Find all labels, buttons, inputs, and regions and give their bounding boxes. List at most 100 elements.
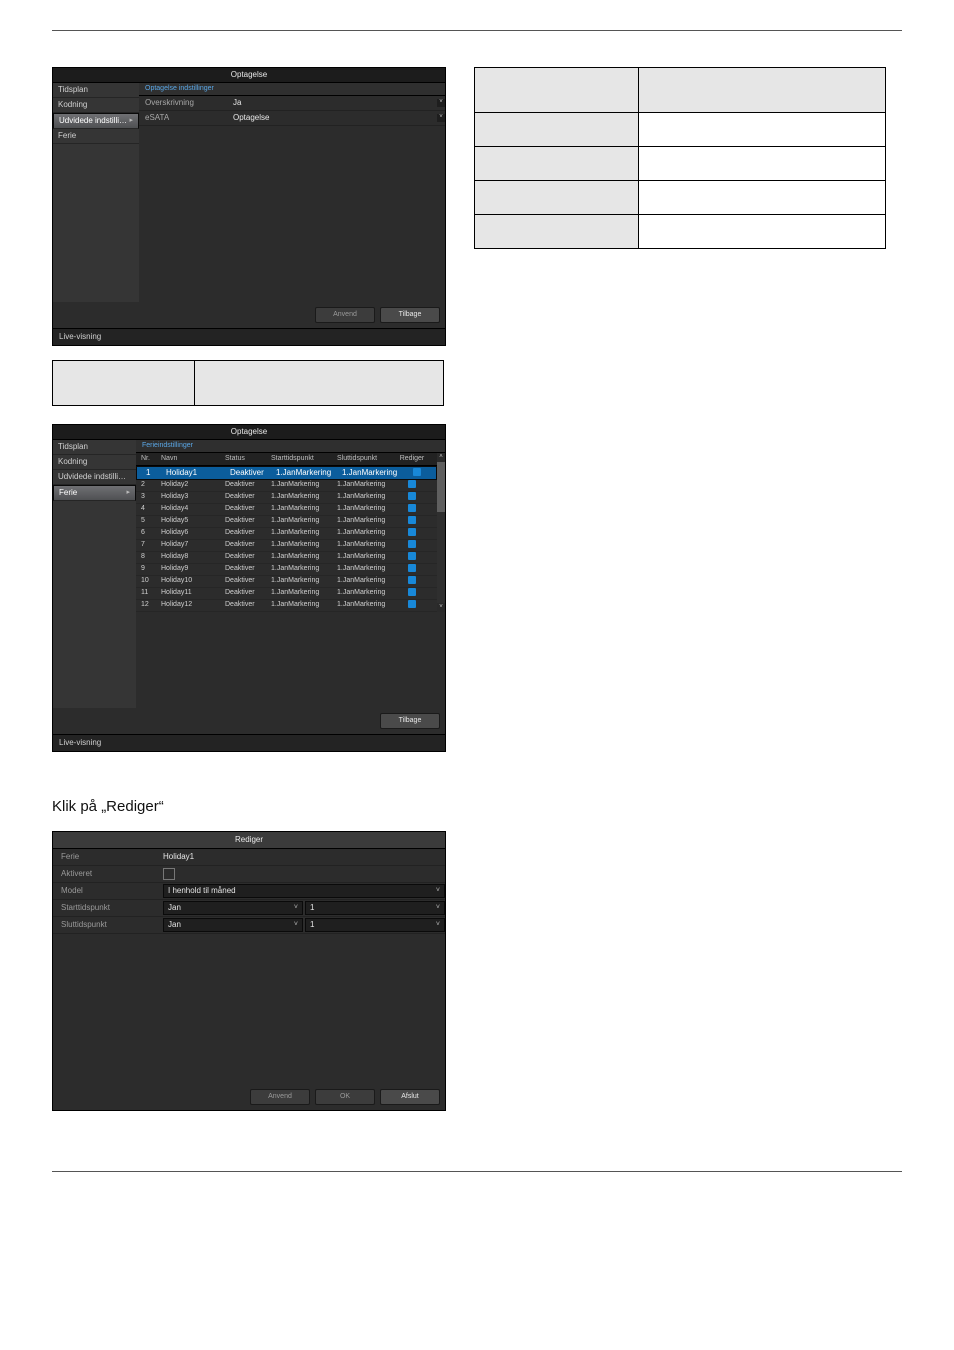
table-row[interactable]: 9Holiday9Deaktiver1.JanMarkering1.JanMar… bbox=[136, 564, 437, 576]
sidebar-item[interactable]: Kodning bbox=[53, 455, 136, 470]
cell-start: 1.JanMarkering bbox=[276, 468, 342, 478]
cell-edit[interactable] bbox=[397, 480, 427, 492]
col-end: Sluttidspunkt bbox=[337, 455, 397, 464]
tab-bar: Optagelse indstillinger bbox=[139, 83, 445, 96]
table-row[interactable]: 11Holiday11Deaktiver1.JanMarkering1.JanM… bbox=[136, 588, 437, 600]
table-row[interactable]: 7Holiday7Deaktiver1.JanMarkering1.JanMar… bbox=[136, 540, 437, 552]
cell-status: Deaktiver bbox=[225, 517, 271, 526]
table-row[interactable]: 4Holiday4Deaktiver1.JanMarkering1.JanMar… bbox=[136, 504, 437, 516]
caption-click-edit: Klik på „Rediger“ bbox=[52, 798, 902, 815]
table-cell bbox=[638, 113, 885, 147]
sidebar-item[interactable]: Ferie bbox=[53, 485, 136, 501]
cell-edit[interactable] bbox=[397, 588, 427, 600]
cell-edit[interactable] bbox=[397, 540, 427, 552]
scroll-up-icon[interactable]: ˄ bbox=[437, 453, 445, 462]
cell-edit[interactable] bbox=[397, 564, 427, 576]
window-title-text: Optagelse bbox=[231, 70, 267, 80]
live-view-button[interactable]: Live-visning bbox=[53, 734, 445, 751]
chevron-down-icon[interactable]: ˅ bbox=[437, 114, 445, 122]
edit-icon[interactable] bbox=[408, 504, 416, 512]
enabled-checkbox[interactable] bbox=[163, 868, 175, 880]
button-bar: Anvend OK Afslut bbox=[53, 1084, 445, 1110]
table-row[interactable]: 10Holiday10Deaktiver1.JanMarkering1.JanM… bbox=[136, 576, 437, 588]
cell-edit[interactable] bbox=[397, 600, 427, 612]
chevron-down-icon[interactable]: ˅ bbox=[437, 99, 445, 107]
edit-icon[interactable] bbox=[408, 492, 416, 500]
label-enabled: Aktiveret bbox=[53, 869, 163, 879]
edit-icon[interactable] bbox=[408, 600, 416, 608]
table-row[interactable]: 5Holiday5Deaktiver1.JanMarkering1.JanMar… bbox=[136, 516, 437, 528]
end-day-select[interactable]: 1˅ bbox=[305, 918, 445, 932]
cell-status: Deaktiver bbox=[225, 577, 271, 586]
edit-icon[interactable] bbox=[408, 480, 416, 488]
cell-edit[interactable] bbox=[397, 576, 427, 588]
table-row[interactable]: 1Holiday1Deaktiver1.JanMarkering1.JanMar… bbox=[136, 466, 437, 480]
row-end: Sluttidspunkt Jan˅ 1˅ bbox=[53, 917, 445, 934]
table-row[interactable]: 2Holiday2Deaktiver1.JanMarkering1.JanMar… bbox=[136, 480, 437, 492]
tab-holiday-settings[interactable]: Ferieindstillinger bbox=[136, 442, 199, 451]
cell-start: 1.JanMarkering bbox=[271, 493, 337, 502]
scroll-thumb[interactable] bbox=[437, 462, 445, 512]
edit-icon[interactable] bbox=[408, 552, 416, 560]
mode-select[interactable]: I henhold til måned˅ bbox=[163, 884, 445, 898]
cell-name: Holiday10 bbox=[161, 577, 225, 586]
cell-edit[interactable] bbox=[397, 516, 427, 528]
sidebar-item[interactable]: Tidsplan bbox=[53, 440, 136, 455]
cell-edit[interactable] bbox=[397, 552, 427, 564]
cell-start: 1.JanMarkering bbox=[271, 565, 337, 574]
edit-dialog-screenshot: Rediger Ferie Holiday1 Aktiveret Model I… bbox=[52, 831, 446, 1111]
edit-icon[interactable] bbox=[408, 576, 416, 584]
setting-label: Overskrivning bbox=[139, 98, 231, 108]
table-row[interactable]: 8Holiday8Deaktiver1.JanMarkering1.JanMar… bbox=[136, 552, 437, 564]
value-holiday[interactable]: Holiday1 bbox=[163, 852, 445, 862]
table-cell bbox=[475, 215, 639, 249]
cell-end: 1.JanMarkering bbox=[337, 505, 397, 514]
cell-edit[interactable] bbox=[402, 468, 432, 479]
apply-button[interactable]: Anvend bbox=[250, 1089, 310, 1105]
apply-button[interactable]: Anvend bbox=[315, 307, 375, 323]
chevron-down-icon: ˅ bbox=[436, 904, 440, 913]
edit-icon[interactable] bbox=[408, 516, 416, 524]
start-month-select[interactable]: Jan˅ bbox=[163, 901, 303, 915]
start-day-select[interactable]: 1˅ bbox=[305, 901, 445, 915]
table-row[interactable]: 6Holiday6Deaktiver1.JanMarkering1.JanMar… bbox=[136, 528, 437, 540]
edit-icon[interactable] bbox=[413, 468, 421, 476]
end-month-value: Jan bbox=[168, 920, 181, 930]
cell-edit[interactable] bbox=[397, 528, 427, 540]
sidebar-item[interactable]: Tidsplan bbox=[53, 83, 139, 98]
dialog-title-text: Rediger bbox=[235, 835, 263, 845]
cell-edit[interactable] bbox=[397, 504, 427, 516]
scrollbar[interactable]: ˄ ˅ bbox=[437, 453, 445, 612]
label-end: Sluttidspunkt bbox=[53, 920, 163, 930]
ok-button[interactable]: OK bbox=[315, 1089, 375, 1105]
sidebar: TidsplanKodningUdvidede indstilli…Ferie bbox=[53, 440, 136, 708]
cell-edit[interactable] bbox=[397, 492, 427, 504]
back-button[interactable]: Tilbage bbox=[380, 713, 440, 729]
sidebar-item[interactable]: Udvidede indstilli… bbox=[53, 113, 139, 129]
table-row[interactable]: 12Holiday12Deaktiver1.JanMarkering1.JanM… bbox=[136, 600, 437, 612]
cell-status: Deaktiver bbox=[225, 565, 271, 574]
cell-nr: 8 bbox=[136, 553, 161, 562]
cell-status: Deaktiver bbox=[225, 541, 271, 550]
sidebar-item[interactable]: Ferie bbox=[53, 129, 139, 144]
edit-icon[interactable] bbox=[408, 528, 416, 536]
back-button[interactable]: Tilbage bbox=[380, 307, 440, 323]
edit-icon[interactable] bbox=[408, 564, 416, 572]
cell-name: Holiday5 bbox=[161, 517, 225, 526]
live-view-button[interactable]: Live-visning bbox=[53, 328, 445, 345]
scroll-down-icon[interactable]: ˅ bbox=[437, 603, 445, 612]
tab-recording-settings[interactable]: Optagelse indstillinger bbox=[139, 85, 220, 94]
cell-end: 1.JanMarkering bbox=[337, 589, 397, 598]
window-title: Optagelse bbox=[53, 425, 445, 440]
table-row[interactable]: 3Holiday3Deaktiver1.JanMarkering1.JanMar… bbox=[136, 492, 437, 504]
exit-button[interactable]: Afslut bbox=[380, 1089, 440, 1105]
setting-value[interactable]: Ja bbox=[231, 98, 437, 108]
end-month-select[interactable]: Jan˅ bbox=[163, 918, 303, 932]
sidebar-item[interactable]: Udvidede indstilli… bbox=[53, 470, 136, 485]
cell-start: 1.JanMarkering bbox=[271, 529, 337, 538]
sidebar-item[interactable]: Kodning bbox=[53, 98, 139, 113]
edit-icon[interactable] bbox=[408, 540, 416, 548]
edit-icon[interactable] bbox=[408, 588, 416, 596]
live-view-label: Live-visning bbox=[59, 738, 101, 748]
setting-value[interactable]: Optagelse bbox=[231, 113, 437, 123]
